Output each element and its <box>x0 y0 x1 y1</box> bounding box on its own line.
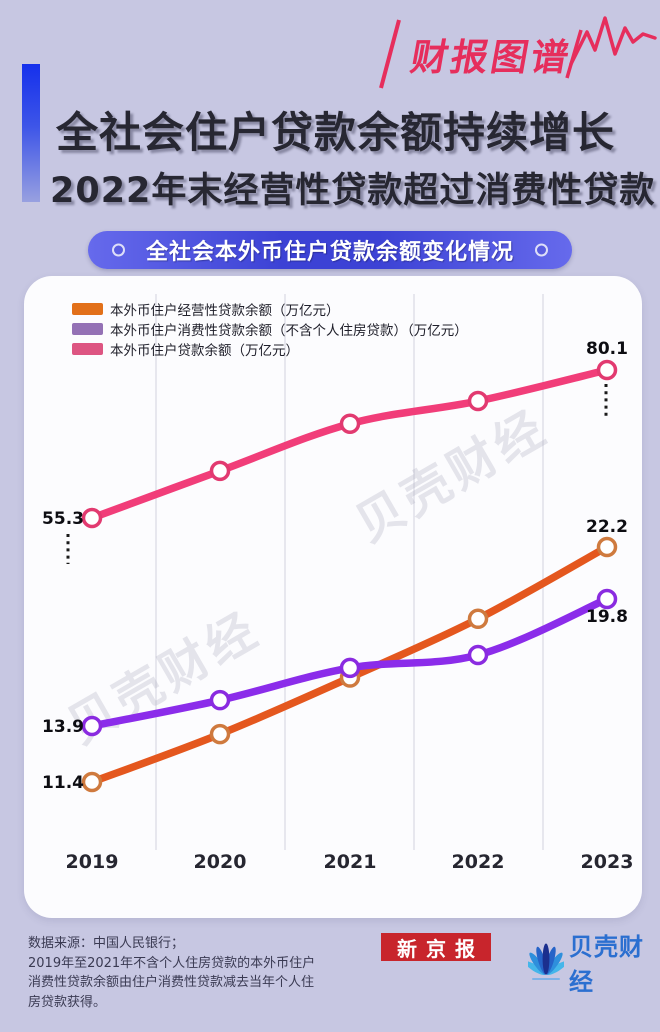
data-point-marker <box>467 608 489 630</box>
source-note-line: 2019年至2021年不含个人住房贷款的本外币住户 <box>28 955 316 971</box>
value-label-first: 13.9 <box>42 717 84 737</box>
x-axis-label: 2019 <box>66 851 119 873</box>
watermark-text: 贝壳财经 <box>346 399 558 554</box>
data-point-marker <box>596 359 618 381</box>
value-label-first: 55.3 <box>42 509 84 529</box>
chart-card: 贝壳财经 贝壳财经 11.4 22.2 13.9 19.8 55.3 80.1 2019 2020… <box>24 276 642 918</box>
value-label-last: 19.8 <box>586 607 628 627</box>
data-point-marker <box>209 689 231 711</box>
chart-legend: 本外币住户经营性贷款余额（万亿元） 本外币住户消费性贷款余额（不含个人住房贷款）（… <box>72 299 468 359</box>
chart-title-badge-label: 全社会本外币住户贷款余额变化情况 <box>145 240 514 265</box>
title-accent-bar <box>22 64 40 202</box>
legend-label: 本外币住户消费性贷款余额（不含个人住房贷款）（万亿元） <box>110 323 468 339</box>
page-title-line2: 2022年末经营性贷款超过消费性贷款 <box>50 171 656 211</box>
legend-swatch-icon <box>72 343 103 355</box>
data-point-marker <box>467 390 489 412</box>
legend-swatch-icon <box>72 303 103 315</box>
chart-title-badge: 全社会本外币住户贷款余额变化情况 <box>88 231 572 269</box>
data-source-note: 数据来源：中国人民银行； 2019年至2021年不含个人住房贷款的本外币住户 消费性… <box>28 934 373 1012</box>
source-note-line: 消费性贷款余额由住户消费性贷款减去当年个人住 <box>28 975 315 990</box>
data-point-marker <box>81 715 103 737</box>
legend-item-1: 本外币住户消费性贷款余额（不含个人住房贷款）（万亿元） <box>72 319 468 339</box>
brand-tag-label: 财报图谱 <box>407 35 575 79</box>
data-point-marker <box>209 723 231 745</box>
brand-tag: 财报图谱 <box>379 16 657 89</box>
data-point-marker <box>596 588 618 610</box>
legend-swatch-icon <box>72 323 103 335</box>
beike-finance-logo: 贝壳财经 <box>524 927 660 997</box>
shell-tagline-bar <box>532 978 560 980</box>
value-label-last: 80.1 <box>586 339 628 359</box>
brand-slash-right-icon <box>565 29 583 79</box>
legend-item-2: 本外币住户贷款余额（万亿元） <box>72 339 468 359</box>
legend-label: 本外币住户贷款余额（万亿元） <box>110 343 299 359</box>
data-point-marker <box>81 507 103 529</box>
badge-dot-right-icon <box>535 243 548 257</box>
beike-finance-label: 贝壳财经 <box>569 933 644 996</box>
data-point-marker <box>81 771 103 793</box>
legend-label: 本外币住户经营性贷款余额（万亿元） <box>110 303 340 319</box>
x-axis-label: 2023 <box>581 851 634 873</box>
source-note-line: 房贷款获得。 <box>28 994 107 1010</box>
data-point-marker <box>339 657 361 679</box>
data-point-marker <box>339 413 361 434</box>
value-label-first: 11.4 <box>42 773 84 793</box>
legend-item-0: 本外币住户经营性贷款余额（万亿元） <box>72 299 468 319</box>
data-point-marker <box>596 536 618 558</box>
source-note-line: 数据来源：中国人民银行； <box>28 936 185 951</box>
data-point-marker <box>209 460 231 482</box>
brand-slash-left-icon <box>379 19 401 89</box>
page-title-line1: 全社会住户贷款余额持续增长 <box>56 108 616 157</box>
x-axis-label: 2022 <box>452 851 505 873</box>
x-axis-label: 2020 <box>194 851 247 873</box>
value-label-last: 22.2 <box>586 517 628 537</box>
data-point-marker <box>467 644 489 666</box>
xinjingbao-logo: 新京报 <box>381 933 491 961</box>
badge-dot-left-icon <box>112 243 125 257</box>
x-axis-label: 2021 <box>324 851 377 873</box>
shell-icon <box>524 942 568 982</box>
heartbeat-line-icon <box>569 16 657 66</box>
